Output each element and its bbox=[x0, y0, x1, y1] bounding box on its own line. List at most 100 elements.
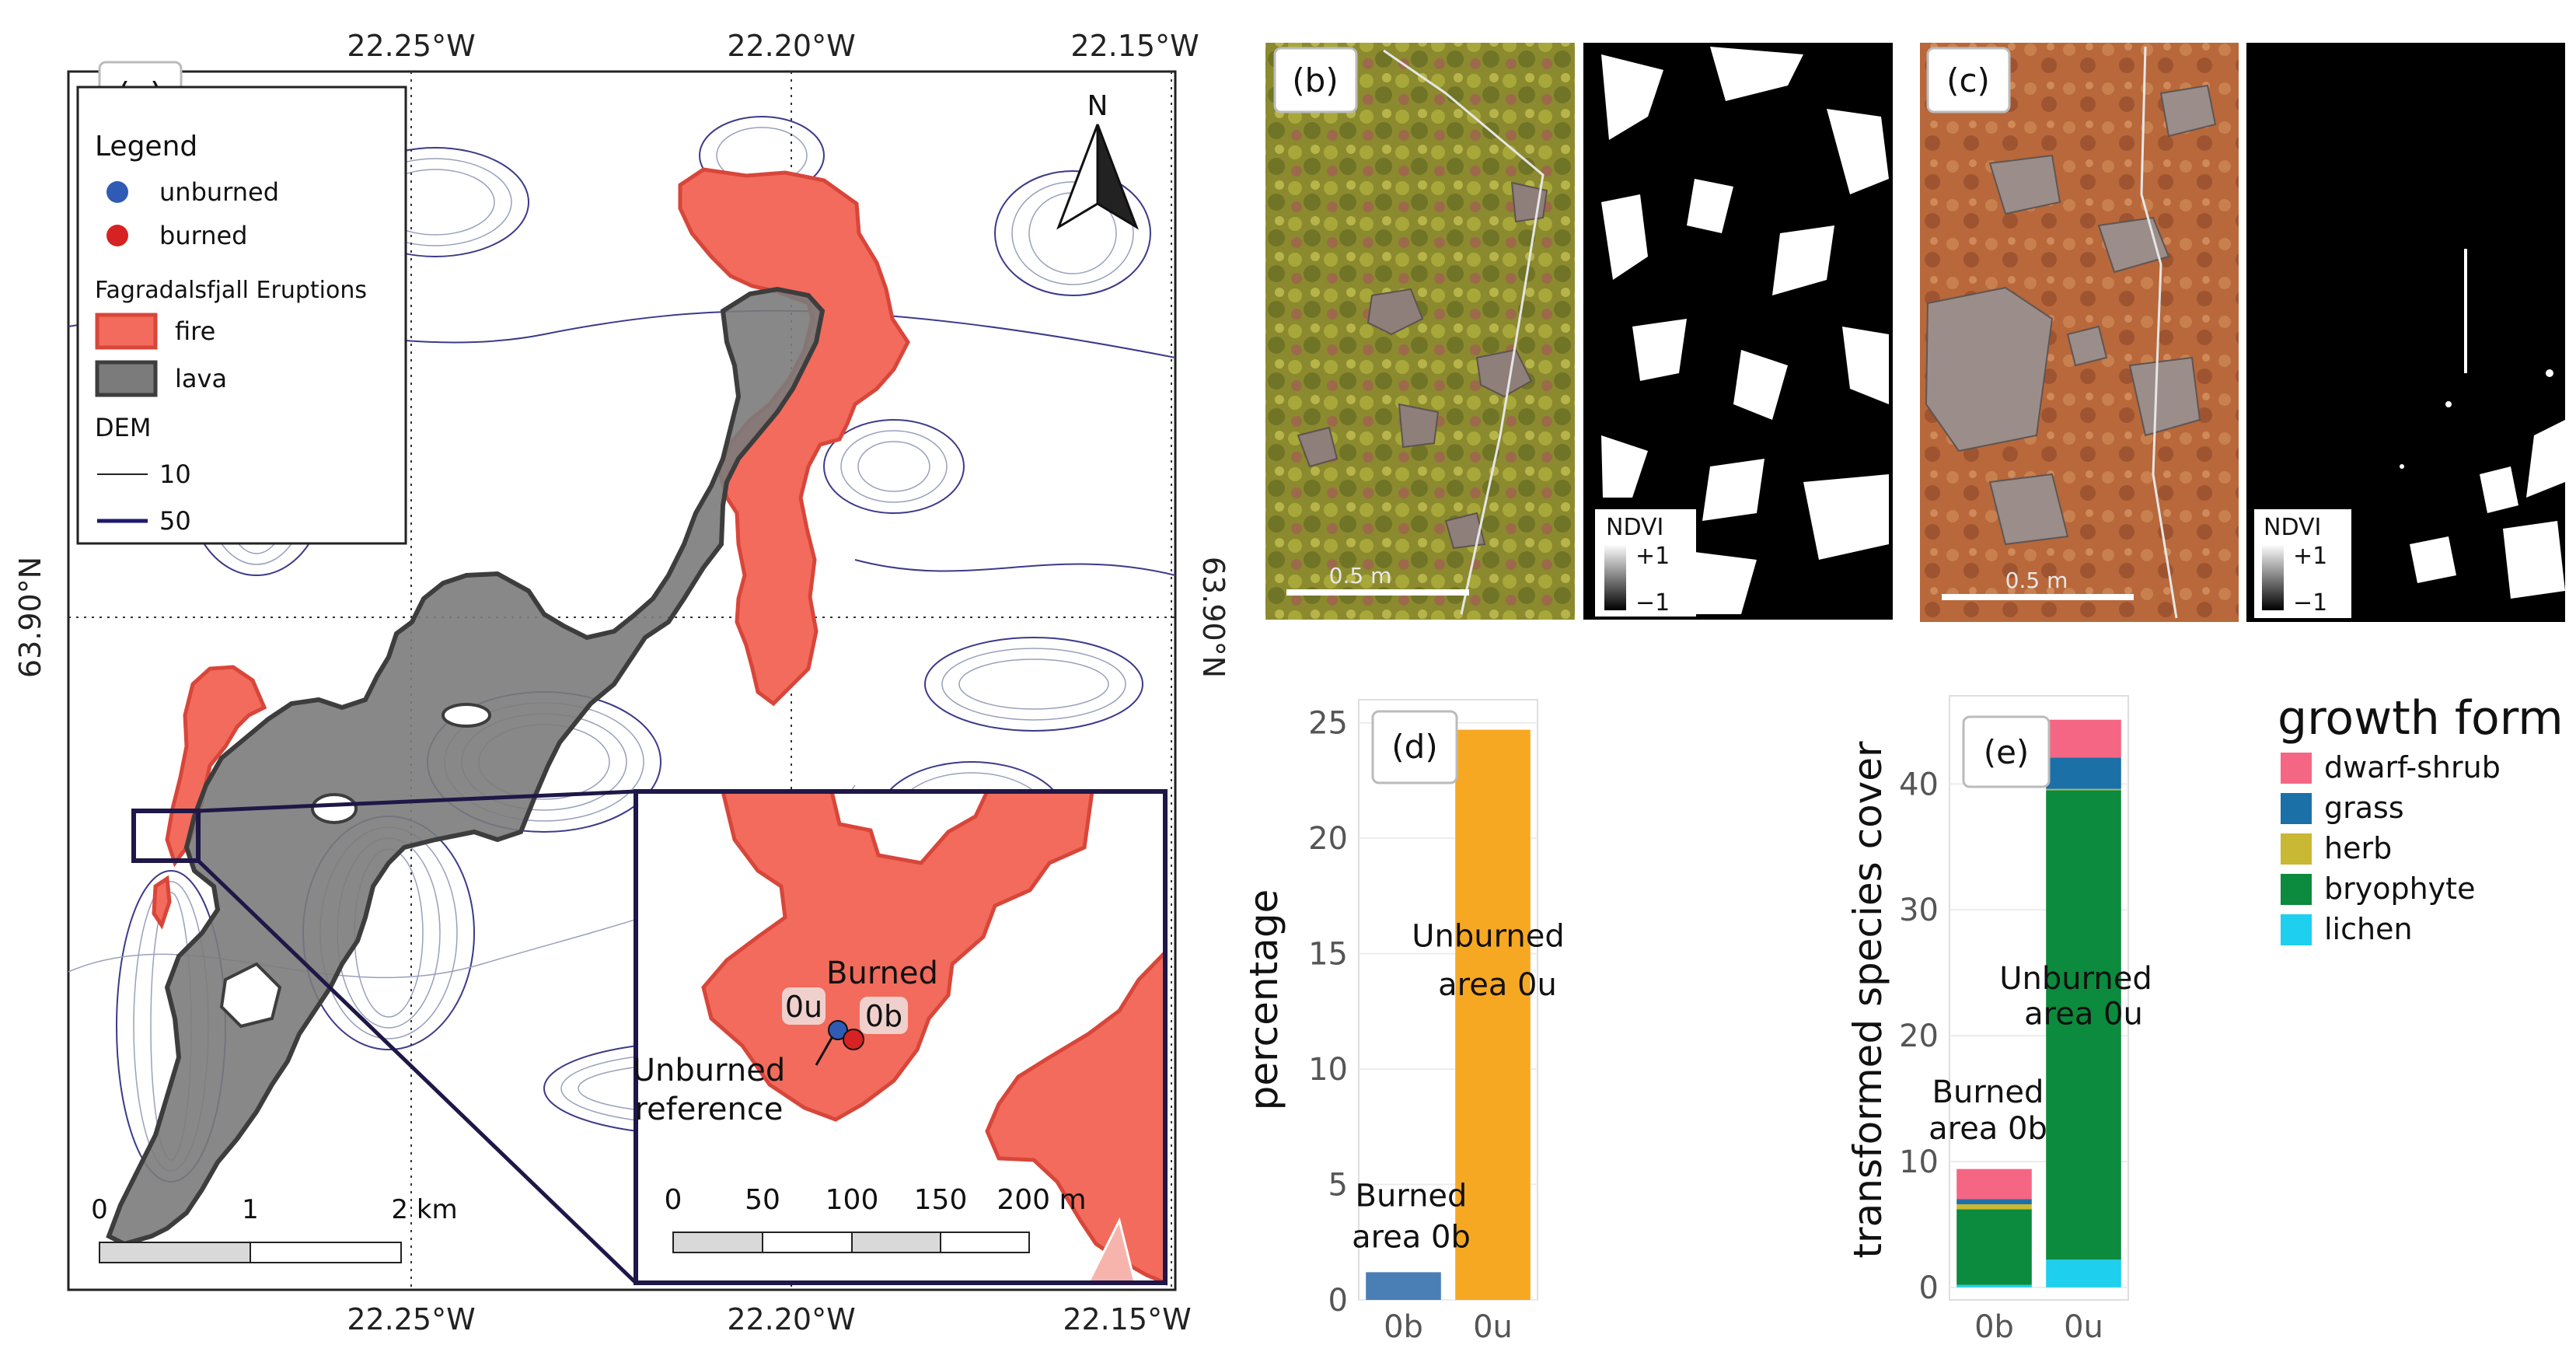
chart-d-xticks: 0b 0u bbox=[1384, 1309, 1513, 1345]
inset-scalebar-200: 200 m bbox=[997, 1184, 1086, 1216]
chart-e-xtick-label: 0b bbox=[1974, 1309, 2014, 1345]
photo-b-rocks bbox=[1297, 181, 1548, 550]
lava-swatch bbox=[95, 360, 158, 397]
km-scalebar: 0 1 2 km bbox=[91, 1194, 458, 1263]
zoom-line-top bbox=[197, 789, 637, 813]
lava-kipuka bbox=[219, 703, 491, 1029]
chart-e-legend-swatch-grass bbox=[2281, 793, 2312, 824]
chart-d-yticks: 0 5 10 15 20 25 bbox=[1308, 706, 1348, 1319]
km-scalebar-0: 0 bbox=[91, 1194, 108, 1225]
dem-contour-line bbox=[854, 559, 1175, 576]
fire-swatch bbox=[95, 313, 158, 350]
inset-0b-bg bbox=[860, 997, 908, 1034]
lon-tick-top-2: 22.20°W bbox=[727, 29, 855, 63]
chart-e-legend-label-dwarf-shrub: dwarf-shrub bbox=[2324, 750, 2501, 784]
legend-unburned: unburned bbox=[159, 177, 279, 207]
chart-d-ytick-label: 10 bbox=[1308, 1052, 1348, 1088]
chart-e-xticks: 0b 0u bbox=[1974, 1309, 2103, 1345]
inset-map: Burned 0u 0b Unburned reference 0 50 100… bbox=[633, 789, 1168, 1286]
chart-d-annotations: Burned area 0b Unburned area 0u bbox=[1352, 919, 1565, 1256]
chart-e-legend-label-bryophyte: bryophyte bbox=[2324, 872, 2475, 906]
inset-fire-area bbox=[701, 789, 1094, 1122]
chart-e-ytick-label: 10 bbox=[1899, 1144, 1939, 1180]
chart-d-ytick-label: 15 bbox=[1308, 937, 1348, 973]
chart-e-ytick-label: 0 bbox=[1919, 1270, 1939, 1306]
photo-b-transect bbox=[1383, 49, 1545, 615]
panel-d-label: (d) bbox=[1391, 728, 1437, 766]
chart-e-bar-0u-dwarf-shrub bbox=[2046, 719, 2121, 758]
lat-tick-left: 63.90°N bbox=[13, 557, 47, 678]
panel-b-label: (b) bbox=[1292, 61, 1338, 100]
chart-e-bars bbox=[1956, 719, 2121, 1287]
km-scalebar-1: 1 bbox=[242, 1194, 259, 1225]
chart-e-annotation-burned-1: Burned bbox=[1932, 1074, 2044, 1110]
inset-0u-bg bbox=[782, 987, 826, 1025]
chart-d-ytick-label: 5 bbox=[1328, 1168, 1348, 1204]
panel-e-box bbox=[1962, 715, 2051, 788]
chart-e-bar-0b-dwarf-shrub bbox=[1956, 1169, 2032, 1200]
chart-e-legend: dwarf-shrub grass herb bryophyte lichen bbox=[2281, 750, 2501, 946]
dem-contour-line bbox=[840, 430, 948, 503]
lon-tick-top-1: 22.25°W bbox=[347, 29, 475, 63]
chart-d-xtick-label: 0u bbox=[1473, 1309, 1513, 1345]
north-label: N bbox=[1087, 90, 1108, 122]
ndvi-c-gradient bbox=[2262, 544, 2284, 610]
inset-frame bbox=[634, 789, 1168, 1285]
chart-d: 0 5 10 15 20 25 0b 0u Burned area 0b Unburned are… bbox=[1241, 699, 1565, 1345]
legend-burned: burned bbox=[159, 221, 247, 250]
chart-e-annotation-burned-2: area 0b bbox=[1929, 1111, 2047, 1147]
dem-contour-line bbox=[924, 637, 1143, 732]
dem-contour-line bbox=[857, 441, 930, 492]
chart-e-xtick-label: 0u bbox=[2064, 1309, 2103, 1345]
photo-b bbox=[1265, 43, 1575, 620]
chart-e-ytick-label: 40 bbox=[1899, 767, 1939, 802]
inset-burned-label: Burned bbox=[826, 956, 938, 991]
inset-unburned-ref-1: Unburned bbox=[633, 1053, 785, 1088]
panel-e-label: (e) bbox=[1984, 733, 2030, 771]
ndvi-b-max: +1 bbox=[1635, 543, 1670, 570]
ndvi-b-gradient bbox=[1604, 544, 1626, 610]
inset-leader-line bbox=[815, 1037, 833, 1066]
chart-d-ytick-label: 0 bbox=[1328, 1283, 1348, 1319]
panel-c-box bbox=[1926, 47, 2011, 114]
inset-0u-label: 0u bbox=[785, 990, 822, 1024]
km-scalebar-2: 2 km bbox=[391, 1194, 457, 1225]
chart-d-annotation-unburned-1: Unburned bbox=[1412, 919, 1564, 955]
ndvi-c-max: +1 bbox=[2293, 543, 2327, 570]
lon-tick-top-3: 22.15°W bbox=[1070, 29, 1199, 63]
dem-contour-line bbox=[941, 648, 1126, 721]
chart-d-ytick-label: 20 bbox=[1308, 821, 1348, 857]
chart-d-xtick-label: 0b bbox=[1384, 1309, 1423, 1345]
lava-flow bbox=[106, 286, 826, 1247]
lon-tick-bottom-2: 22.20°W bbox=[727, 1302, 855, 1336]
map-panel: 22.25°W 22.20°W 22.15°W 22.25°W 22.20°W … bbox=[13, 29, 1230, 1336]
chart-e-legend-swatch-dwarf-shrub bbox=[2281, 753, 2312, 784]
burned-marker-icon bbox=[106, 225, 128, 246]
legend-title: Legend bbox=[95, 131, 197, 162]
chart-e-bar-0u-lichen bbox=[2046, 1259, 2121, 1287]
chart-e-bar-0u-grass bbox=[2046, 757, 2121, 789]
chart-d-annotation-unburned-2: area 0u bbox=[1438, 967, 1557, 1003]
legend-eruptions-title: Fagradalsfjall Eruptions bbox=[95, 277, 367, 304]
chart-e-yticks: 0 10 20 30 40 bbox=[1899, 767, 1939, 1306]
map-legend: Legend unburned burned Fagradalsfjall Er… bbox=[76, 86, 407, 545]
dem-contour-line bbox=[958, 659, 1109, 710]
chart-d-bar-0b bbox=[1366, 1272, 1441, 1300]
chart-e-legend-swatch-lichen bbox=[2281, 914, 2312, 945]
ndvi-b-min: −1 bbox=[1635, 589, 1670, 617]
chart-e-legend-label-lichen: lichen bbox=[2324, 912, 2413, 946]
chart-e-annotation-unburned-2: area 0u bbox=[2024, 996, 2143, 1032]
panel-b-box bbox=[1273, 47, 1358, 114]
chart-d-annotation-burned-1: Burned bbox=[1356, 1178, 1468, 1214]
chart-e-ytick-label: 30 bbox=[1899, 893, 1939, 928]
ndvi-b-legend-title: NDVI bbox=[1606, 514, 1663, 541]
unburned-marker-icon bbox=[106, 181, 128, 203]
chart-e-bar-0b-bryophyte bbox=[1956, 1209, 2032, 1285]
panel-d-box bbox=[1371, 710, 1458, 784]
inset-scalebar-50: 50 bbox=[745, 1184, 780, 1216]
photo-c-transect bbox=[2140, 46, 2178, 619]
zoom-line-bottom bbox=[197, 859, 637, 1284]
north-arrow-icon: N bbox=[1056, 90, 1139, 230]
